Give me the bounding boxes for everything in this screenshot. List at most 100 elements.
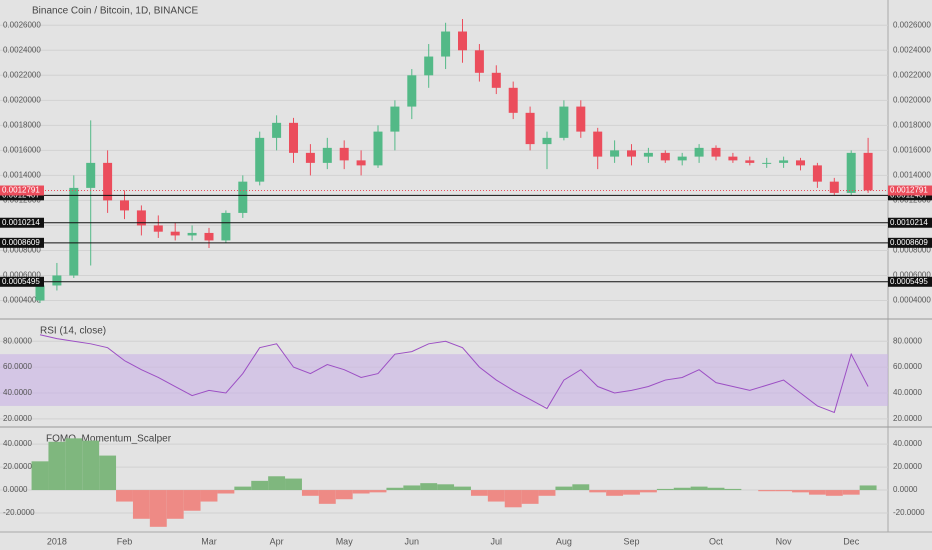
candle-body (204, 232, 214, 241)
momentum-bar (606, 490, 624, 496)
x-tick-label: 2018 (47, 536, 67, 546)
momentum-bar (82, 440, 100, 491)
candle-body (643, 152, 653, 157)
candle-body (745, 160, 755, 163)
x-tick-label: Dec (843, 536, 860, 546)
candle-body (779, 160, 789, 163)
y-tick-label: 20.0000 (893, 414, 922, 423)
candle-body (796, 160, 805, 166)
candle-body (238, 181, 248, 213)
y-tick-label: 0.0006000 (893, 271, 931, 280)
y-tick-label: 80.0000 (3, 336, 32, 345)
y-tick-label: 0.0024000 (893, 45, 931, 54)
momentum-bar (690, 486, 708, 491)
momentum-bar (673, 487, 691, 491)
y-tick-label: 40.0000 (893, 439, 922, 448)
y-tick-label: 40.0000 (3, 439, 32, 448)
price-label-box (888, 276, 932, 287)
momentum-bar (369, 490, 387, 493)
y-tick-label: 0.0018000 (3, 120, 41, 129)
price-label-box (888, 237, 932, 248)
candle-body (694, 147, 704, 157)
candle-body (390, 106, 400, 132)
candle-body (322, 147, 332, 163)
candle-body (339, 147, 349, 161)
momentum-bar (589, 490, 607, 493)
candle-body (69, 187, 79, 276)
momentum-bar (775, 490, 793, 492)
candle-body (272, 122, 282, 138)
momentum-bar (335, 490, 353, 500)
y-tick-label: 0.0016000 (893, 145, 931, 154)
last-price-box (888, 185, 932, 196)
last-price-label: 0.0012791 (2, 186, 40, 195)
candle-body (136, 210, 146, 226)
price-label: 0.0005495 (890, 277, 928, 286)
momentum-bar (301, 490, 319, 496)
candle-body (593, 131, 603, 157)
momentum-bar (217, 490, 235, 494)
y-tick-label: 40.0000 (893, 388, 922, 397)
y-tick-label: 0.0020000 (893, 95, 931, 104)
candle-body (677, 156, 687, 161)
momentum-bar (99, 455, 117, 491)
price-label: 0.0005495 (2, 277, 40, 286)
momentum-title: FOMO_Momentum_Scalper (46, 434, 172, 445)
rsi-line (39, 334, 869, 414)
candle-body (153, 225, 163, 232)
y-tick-label: 80.0000 (893, 336, 922, 345)
y-tick-label: 0.0006000 (3, 271, 41, 280)
price-label: 0.0010214 (2, 218, 40, 227)
y-tick-label: 0.0022000 (893, 70, 931, 79)
y-tick-label: 0.0018000 (893, 120, 931, 129)
y-tick-label: 0.0016000 (3, 145, 41, 154)
price-label-box (0, 276, 44, 287)
candle-body (424, 56, 434, 76)
y-tick-label: 0.0000 (893, 485, 918, 494)
y-tick-label: 0.0024000 (3, 45, 41, 54)
momentum-bar (116, 490, 133, 502)
momentum-bar (268, 476, 286, 491)
momentum-bar (487, 490, 505, 502)
momentum-bar (707, 487, 725, 491)
candle-body (305, 152, 315, 163)
candle-body (542, 137, 552, 145)
y-tick-label: 0.0008000 (893, 246, 931, 255)
y-tick-label: 20.0000 (3, 414, 32, 423)
momentum-bar (639, 490, 657, 493)
momentum-bar (623, 490, 640, 495)
x-tick-label: Feb (117, 536, 133, 546)
candle-body (491, 72, 501, 88)
momentum-bar (437, 484, 455, 491)
momentum-bar (403, 485, 421, 491)
candle-body (86, 162, 96, 188)
momentum-bar (352, 490, 370, 494)
y-tick-label: 0.0020000 (3, 95, 41, 104)
candle-body (627, 150, 636, 157)
momentum-bar (555, 486, 573, 491)
y-tick-label: 20.0000 (893, 462, 922, 471)
candle-body (170, 231, 180, 236)
candle-body (728, 156, 738, 161)
candle-body (846, 152, 856, 193)
candle-body (762, 162, 772, 164)
y-tick-label: 0.0014000 (3, 170, 41, 179)
momentum-bar (132, 490, 150, 519)
momentum-bar (285, 478, 302, 491)
x-tick-label: Jun (405, 536, 420, 546)
x-tick-label: Nov (776, 536, 793, 546)
y-tick-label: 0.0026000 (893, 20, 931, 29)
x-tick-label: Oct (709, 536, 724, 546)
y-tick-label: 0.0004000 (893, 296, 931, 305)
y-tick-label: 0.0022000 (3, 70, 41, 79)
momentum-bar (825, 490, 843, 496)
momentum-bar (149, 490, 167, 527)
candle-body (559, 106, 569, 138)
momentum-bar (758, 490, 776, 492)
candle-body (221, 212, 231, 241)
last-price-label: 0.0012791 (890, 186, 928, 195)
momentum-bar (724, 488, 742, 491)
candle-body (829, 181, 839, 193)
candle-body (373, 131, 383, 166)
